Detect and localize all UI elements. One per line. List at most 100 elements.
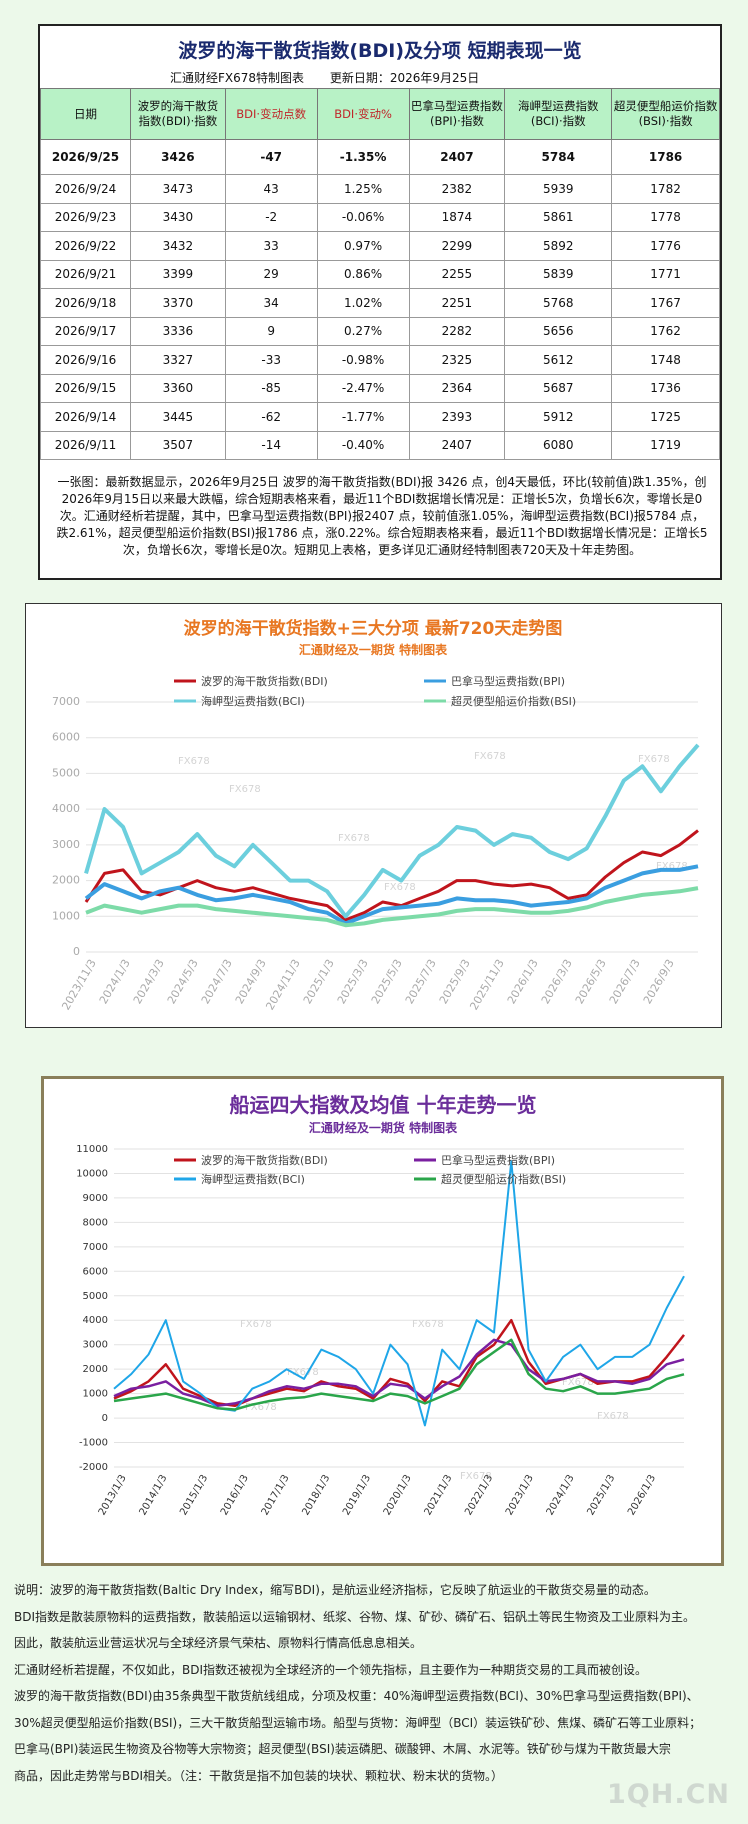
table-cell: -1.77% [316, 402, 410, 432]
x-tick-label: 2026/7/3 [607, 957, 643, 1006]
table-cell: 1.02% [316, 288, 410, 318]
table-cell: 5768 [504, 288, 613, 318]
table-cell: 2026/9/16 [40, 345, 131, 375]
table-cell: 1.25% [316, 174, 410, 204]
chart-10y-panel: 船运四大指数及均值 十年走势一览汇通财经及一期货 特制图表 -2000 -1000 0… [41, 1076, 724, 1566]
x-tick-label: 2025/7/3 [403, 957, 439, 1006]
table-row: 2026/9/25 3426 -47 -1.35% 2407 5784 1786 [40, 139, 720, 175]
table-cell: 3370 [129, 288, 226, 318]
y-tick-label: 1000 [83, 1389, 108, 1400]
table-header-cell: BDI·变动点数 [224, 88, 318, 140]
table-row: 2026/9/18 3370 34 1.02% 2251 5768 1767 [40, 288, 720, 318]
legend-label: 海岬型运费指数(BCI) [201, 1172, 305, 1186]
table-meta: 汇通财经FX678特制图表 更新日期：2026年9月25日 [170, 69, 501, 86]
y-tick-label: 0 [102, 1413, 108, 1424]
table-row: 2026/9/17 3336 9 0.27% 2282 5656 1762 [40, 316, 720, 346]
legend-label: 超灵便型船运价指数(BSI) [451, 694, 576, 708]
x-tick-label: 2024/7/3 [199, 957, 235, 1006]
x-tick-label: 2016/1/3 [219, 1473, 251, 1517]
y-tick-label: 3000 [83, 1340, 108, 1351]
table-cell: 1782 [611, 174, 720, 204]
y-tick-label: 4000 [52, 802, 80, 815]
table-header-cell: 海岬型运费指数(BCI)·指数 [504, 88, 613, 140]
note-line: 说明：波罗的海干散货指数(Baltic Dry Index，缩写BDI)，是航运… [14, 1583, 656, 1597]
table-cell: 5687 [504, 373, 613, 403]
y-tick-label: 5000 [83, 1291, 108, 1302]
table-cell: -14 [224, 430, 318, 460]
table-cell: 3360 [129, 373, 226, 403]
table-cell: 2282 [408, 316, 506, 346]
note-line: 汇通财经析若提醒，不仅如此，BDI指数还被视为全球经济的一个领先指标，且主要作为… [14, 1662, 648, 1677]
table-summary: 一张图：最新数据显示，2026年9月25日 波罗的海干散货指数(BDI)报 34… [56, 475, 708, 557]
table-cell: 1874 [408, 202, 506, 232]
watermark-text: FX678 [562, 1377, 594, 1388]
y-tick-label: 11000 [76, 1144, 108, 1155]
x-tick-label: 2025/1/3 [585, 1473, 617, 1517]
x-tick-label: 2018/1/3 [300, 1473, 332, 1517]
site-watermark: 1QH.CN [606, 1779, 730, 1810]
x-tick-label: 2024/9/3 [233, 957, 269, 1006]
x-tick-label: 2017/1/3 [260, 1473, 292, 1517]
chart-subtitle: 汇通财经及一期货 特制图表 [309, 1120, 458, 1135]
watermark-text: FX678 [597, 1411, 629, 1422]
x-tick-label: 2014/1/3 [138, 1473, 170, 1517]
table-title: 波罗的海干散货指数(BDI)及分项 短期表现一览 [178, 40, 582, 62]
table-row: 2026/9/22 3432 33 0.97% 2299 5892 1776 [40, 231, 720, 261]
y-tick-label: 2000 [83, 1364, 108, 1375]
table-cell: 3327 [129, 345, 226, 375]
table-cell: 3430 [129, 202, 226, 232]
note-line: BDI指数是散装原物料的运费指数，散装船运以运输钢材、纸浆、谷物、煤、矿砂、磷矿… [14, 1609, 696, 1624]
y-tick-label: -2000 [79, 1462, 108, 1473]
x-tick-label: 2025/11/3 [467, 957, 506, 1012]
x-tick-label: 2024/1/3 [545, 1473, 577, 1517]
table-cell: 2026/9/22 [40, 231, 131, 261]
table-cell: 2407 [408, 139, 506, 175]
x-tick-label: 2025/1/3 [301, 957, 337, 1006]
table-cell: 2251 [408, 288, 506, 318]
y-tick-label: 4000 [83, 1315, 108, 1326]
table-cell: 2026/9/24 [40, 174, 131, 204]
table-cell: -62 [224, 402, 318, 432]
table-cell: -2.47% [316, 373, 410, 403]
y-tick-label: 7000 [83, 1242, 108, 1253]
legend-label: 巴拿马型运费指数(BPI) [451, 674, 565, 688]
table-row: 2026/9/23 3430 -2 -0.06% 1874 5861 1778 [40, 202, 720, 232]
y-tick-label: 8000 [83, 1217, 108, 1228]
table-cell: 3473 [129, 174, 226, 204]
watermark-text: FX678 [338, 833, 370, 844]
watermark-text: FX678 [287, 1367, 319, 1378]
table-cell: 2382 [408, 174, 506, 204]
x-tick-label: 2019/1/3 [341, 1473, 373, 1517]
table-cell: 1748 [611, 345, 720, 375]
x-tick-label: 2025/5/3 [369, 957, 405, 1006]
table-row: 2026/9/14 3445 -62 -1.77% 2393 5912 1725 [40, 402, 720, 432]
chart-title: 船运四大指数及均值 十年走势一览 [230, 1093, 537, 1117]
note-line: 波罗的海干散货指数(BDI)由35条典型干散货航线组成，分项及权重：40%海岬型… [14, 1689, 699, 1703]
y-tick-label: 5000 [52, 766, 80, 779]
series-line-bci [113, 1160, 685, 1427]
series-line-bci [84, 743, 700, 919]
table-cell: -2 [224, 202, 318, 232]
table-cell: -0.06% [316, 202, 410, 232]
series-line-bsi [113, 1338, 685, 1411]
table-cell: 2026/9/23 [40, 202, 131, 232]
table-cell: 5912 [504, 402, 613, 432]
table-cell: 29 [224, 259, 318, 289]
table-cell: -1.35% [316, 139, 410, 175]
legend-label: 巴拿马型运费指数(BPI) [441, 1153, 555, 1167]
table-cell: 2255 [408, 259, 506, 289]
watermark-text: FX678 [638, 754, 670, 765]
y-tick-label: 3000 [52, 838, 80, 851]
note-line: 因此，散装航运业营运状况与全球经济景气荣枯、原物料行情高低息息相关。 [14, 1636, 423, 1650]
table-row: 2026/9/16 3327 -33 -0.98% 2325 5612 1748 [40, 345, 720, 375]
table-row: 2026/9/15 3360 -85 -2.47% 2364 5687 1736 [40, 373, 720, 403]
note-line: 商品，因此走势常与BDI相关。（注：干散货是指不加包装的块状、颗粒状、粉末状的货… [14, 1768, 504, 1783]
table-cell: 1762 [611, 316, 720, 346]
short-term-table-panel: 波罗的海干散货指数(BDI)及分项 短期表现一览 汇通财经FX678特制图表 更… [38, 24, 722, 580]
table-cell: 0.27% [316, 316, 410, 346]
table-source: 汇通财经FX678特制图表 [170, 71, 305, 85]
table-update-date: 更新日期：2026年9月25日 [329, 71, 480, 85]
y-tick-label: -1000 [79, 1438, 108, 1449]
